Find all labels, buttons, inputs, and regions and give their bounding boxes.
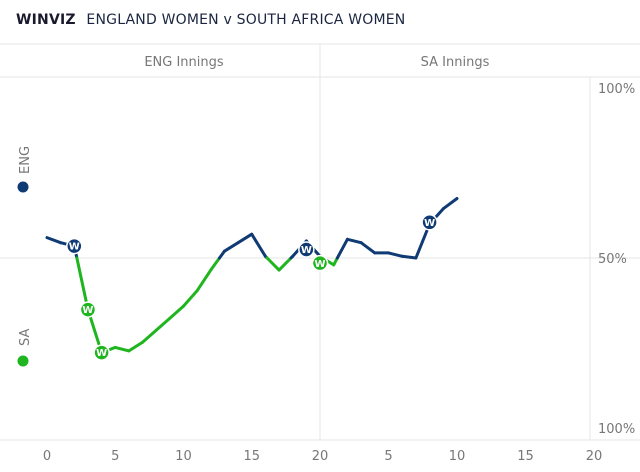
wicket-marker-label: W: [96, 348, 107, 359]
win-probability-line-segment: [75, 256, 90, 312]
win-probability-line-segment: [168, 304, 185, 320]
win-probability-line-segment: [359, 241, 377, 255]
x-tick-label: 10: [175, 449, 192, 464]
wicket-marker-label: W: [314, 259, 325, 270]
brand-label: WINVIZ: [16, 12, 76, 28]
win-probability-line-segment: [441, 197, 459, 211]
win-probability-line-segment: [277, 256, 293, 272]
x-tick-label: 0: [43, 449, 51, 464]
team-label-eng: ENG: [18, 146, 33, 174]
innings-label-sa: SA Innings: [421, 55, 490, 70]
wicket-marker-label: W: [82, 305, 93, 316]
wicket-marker-label: W: [424, 218, 435, 229]
x-tick-label: 20: [312, 449, 329, 464]
team-dot-sa: [17, 355, 29, 367]
win-probability-line-segment: [265, 256, 281, 272]
innings-label-eng: ENG Innings: [144, 55, 224, 70]
x-tick-label: 5: [384, 449, 392, 464]
win-probability-line-segment: [250, 232, 267, 258]
wicket-marker: [93, 344, 110, 361]
x-tick-label: 15: [517, 449, 534, 464]
wicket-marker: [421, 214, 438, 231]
win-probability-line-segment: [141, 328, 158, 344]
win-probability-line-segment: [387, 251, 404, 258]
win-probability-line-segment: [182, 289, 199, 308]
win-probability-line-segment: [400, 254, 418, 260]
team-dot-eng: [17, 181, 29, 193]
wicket-marker-label: W: [301, 245, 312, 256]
win-probability-line-segment: [335, 237, 349, 260]
win-probability-line-segment: [236, 232, 254, 245]
wicket-marker: [79, 301, 97, 318]
win-probability-line-segment: [222, 241, 240, 253]
y-label-bottom: 100%: [598, 422, 635, 437]
win-probability-line-segment: [209, 256, 221, 272]
win-probability-line-segment: [154, 316, 172, 332]
win-probability-line-segment: [127, 340, 145, 353]
match-title: ENGLAND WOMEN v SOUTH AFRICA WOMEN: [86, 12, 406, 28]
chart-title: WINVIZ ENGLAND WOMEN v SOUTH AFRICA WOME…: [16, 12, 405, 28]
wicket-marker: [298, 241, 315, 258]
wicket-marker: [66, 237, 83, 255]
team-label-sa: SA: [18, 329, 33, 346]
y-label-mid: 50%: [598, 252, 627, 267]
x-tick-label: 15: [243, 449, 260, 464]
win-probability-line-segment: [195, 268, 213, 293]
win-probability-line-segment: [45, 236, 63, 245]
win-probability-line-segment: [113, 345, 131, 353]
y-label-top: 100%: [598, 82, 635, 97]
wicket-marker: [311, 254, 329, 272]
x-tick-label: 5: [111, 449, 119, 464]
wicket-marker-label: W: [69, 242, 80, 253]
x-tick-label: 10: [449, 449, 466, 464]
x-tick-label: 20: [586, 449, 603, 464]
win-probability-line-segment: [345, 237, 363, 245]
